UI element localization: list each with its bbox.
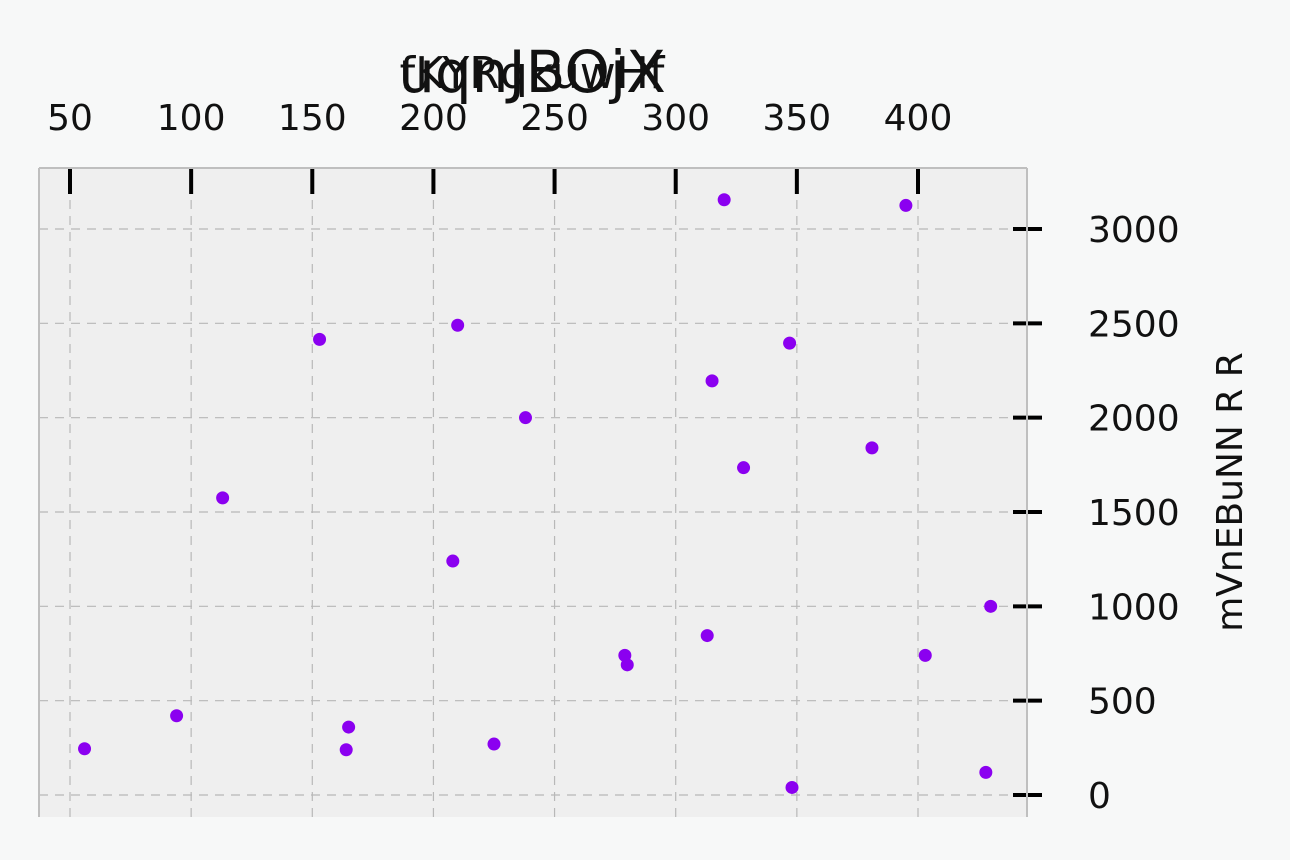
y-tick-label: 500 xyxy=(1088,682,1157,723)
axis-ticks: 50 100 150 200 250 300 350 400 0 500 1000 1500 2000 2… xyxy=(47,98,1180,817)
data-point xyxy=(700,629,714,643)
data-point xyxy=(979,765,993,779)
data-point xyxy=(518,411,532,425)
plot-area xyxy=(39,168,1027,817)
data-point xyxy=(78,742,92,756)
x-tick-label: 150 xyxy=(278,98,347,139)
data-point xyxy=(339,743,353,757)
grid-lines xyxy=(39,168,1027,817)
data-point xyxy=(170,709,184,723)
data-point xyxy=(865,441,879,455)
data-point xyxy=(783,336,797,350)
x-tick-label: 100 xyxy=(157,98,226,139)
data-point xyxy=(313,332,327,346)
x-tick-label: 350 xyxy=(762,98,831,139)
chart-title: uqnJBOjX xyxy=(398,38,666,106)
x-tick-label: 250 xyxy=(520,98,589,139)
x-tick-label: 300 xyxy=(641,98,710,139)
data-point xyxy=(984,599,998,613)
chart-subtitle: fKYRqkuwHf xyxy=(400,48,666,99)
x-tick-label: 200 xyxy=(399,98,468,139)
data-point xyxy=(342,720,356,734)
data-point xyxy=(620,658,634,672)
data-point xyxy=(451,318,465,332)
y-axis-label: mVnEBuNN R R xyxy=(1210,352,1251,632)
data-point xyxy=(785,780,799,794)
data-point xyxy=(487,737,501,751)
y-tick-label: 2000 xyxy=(1088,399,1180,440)
data-point xyxy=(918,648,932,662)
data-points xyxy=(78,193,998,794)
data-point xyxy=(446,554,460,568)
y-tick-label: 1500 xyxy=(1088,493,1180,534)
x-tick-label: 50 xyxy=(47,98,93,139)
data-point xyxy=(737,461,751,475)
y-tick-label: 1000 xyxy=(1088,587,1180,628)
y-tick-label: 0 xyxy=(1088,776,1111,817)
y-tick-label: 2500 xyxy=(1088,304,1180,345)
data-point xyxy=(899,198,913,212)
x-tick-label: 400 xyxy=(884,98,953,139)
y-tick-label: 3000 xyxy=(1088,210,1180,251)
data-point xyxy=(717,193,731,207)
data-point xyxy=(216,491,230,505)
data-point xyxy=(705,374,719,388)
